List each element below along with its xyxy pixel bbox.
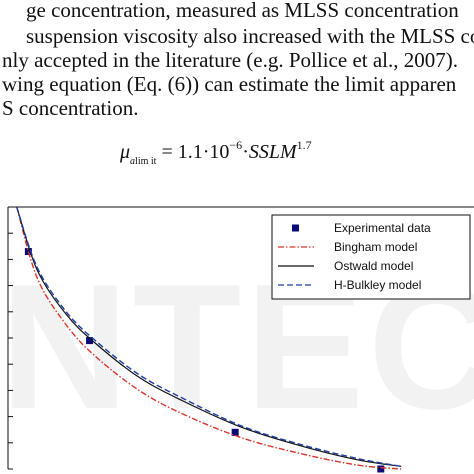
paragraph-line-5: S concentration. <box>2 96 139 120</box>
paragraph-line-3: nly accepted in the literature (e.g. Pol… <box>2 48 458 72</box>
legend-label-h-bulkley-model: H-Bulkley model <box>334 278 421 292</box>
equation-subscript: alim it <box>130 156 157 167</box>
experimental-data-point-1 <box>86 337 94 345</box>
experimental-data-point-2 <box>231 428 239 436</box>
legend-marker-experimental-data <box>292 224 299 232</box>
legend-label-ostwald-model: Ostwald model <box>334 259 413 273</box>
paragraph-line-1: ge concentration, measured as MLSS conce… <box>26 0 459 22</box>
equation-6: μalim it = 1.1·10−6·SSLM1.7 <box>120 138 312 167</box>
h-bulkley-model-line <box>16 206 402 468</box>
paragraph-line-4: wing equation (Eq. (6)) can estimate the… <box>2 72 457 96</box>
bingham-model-line <box>16 206 402 470</box>
viscosity-chart: Experimental data Bingham model Ostwald mo… <box>7 206 474 473</box>
paragraph-line-2: suspension viscosity also increased with… <box>26 24 474 48</box>
equation-dot: · <box>242 141 249 163</box>
ostwald-model-line <box>16 206 402 467</box>
equation-variable: SSLM <box>248 141 297 163</box>
equation-exponent-1: −6 <box>229 138 243 152</box>
legend-label-experimental-data: Experimental data <box>334 221 431 235</box>
equation-mu: μ <box>120 141 131 163</box>
chart-plot-area <box>16 206 402 473</box>
experimental-data-point-3 <box>377 465 385 473</box>
experimental-data-point-0 <box>24 248 32 256</box>
chart-axes <box>7 206 474 470</box>
chart-legend: Experimental data Bingham model Ostwald mo… <box>271 214 471 300</box>
legend-label-bingham-model: Bingham model <box>334 240 417 254</box>
equation-equals: = 1.1·10 <box>156 141 230 163</box>
equation-exponent-2: 1.7 <box>296 138 312 152</box>
